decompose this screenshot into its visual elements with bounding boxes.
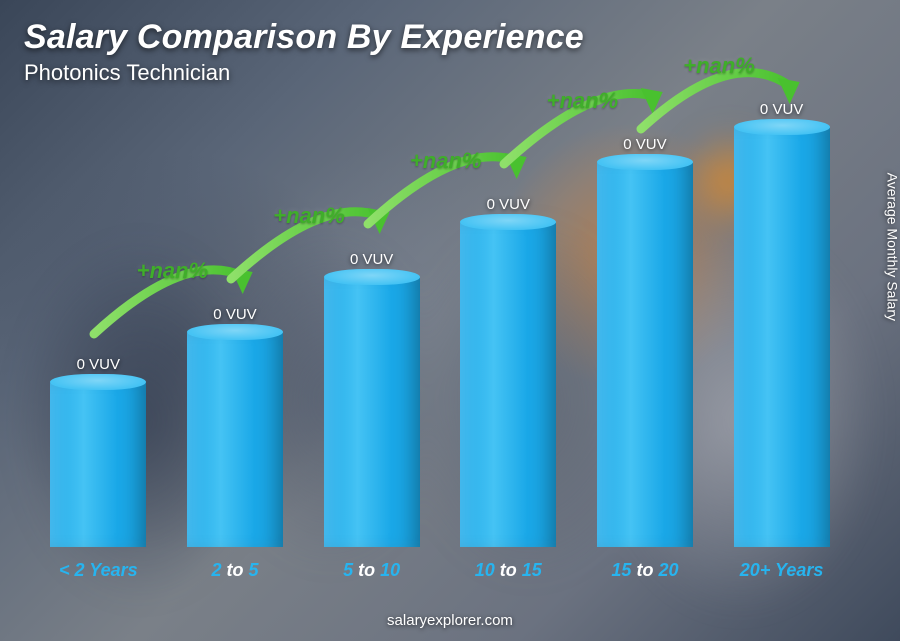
bar: 0 VUV — [460, 222, 556, 547]
bar-top-ellipse — [324, 269, 420, 285]
bar-top-ellipse — [460, 214, 556, 230]
bar-top-ellipse — [734, 119, 830, 135]
x-axis: < 2 Years2 to 55 to 1010 to 1515 to 2020… — [30, 560, 850, 581]
bar-value-label: 0 VUV — [77, 356, 120, 373]
x-axis-label: 5 to 10 — [304, 560, 440, 581]
footer-credit: salaryexplorer.com — [0, 612, 900, 629]
bar: 0 VUV — [187, 332, 283, 547]
bar-value-label: 0 VUV — [760, 101, 803, 118]
bar-slot: 0 VUV — [577, 162, 713, 547]
bar-slot: 0 VUV — [714, 127, 850, 547]
chart-card: Salary Comparison By Experience Photonic… — [0, 0, 900, 641]
bar: 0 VUV — [50, 382, 146, 547]
bar: 0 VUV — [734, 127, 830, 547]
bar-slot: 0 VUV — [167, 332, 303, 547]
bar-top-ellipse — [187, 324, 283, 340]
chart-title: Salary Comparison By Experience — [24, 18, 584, 57]
bar-value-label: 0 VUV — [350, 251, 393, 268]
bar-value-label: 0 VUV — [213, 306, 256, 323]
x-axis-label: < 2 Years — [30, 560, 166, 581]
chart-subtitle: Photonics Technician — [24, 60, 230, 86]
chart-area: 0 VUV0 VUV0 VUV0 VUV0 VUV0 VUV +nan%+nan… — [30, 100, 850, 581]
bar-value-label: 0 VUV — [623, 136, 666, 153]
x-axis-label: 2 to 5 — [167, 560, 303, 581]
bar: 0 VUV — [597, 162, 693, 547]
bar-slot: 0 VUV — [304, 277, 440, 547]
bar-top-ellipse — [597, 154, 693, 170]
bar-slot: 0 VUV — [30, 382, 166, 547]
y-axis-label: Average Monthly Salary — [884, 172, 900, 320]
x-axis-label: 15 to 20 — [577, 560, 713, 581]
bars-container: 0 VUV 0 VUV 0 VUV 0 VUV 0 VUV 0 VUV — [30, 107, 850, 547]
x-axis-label: 20+ Years — [714, 560, 850, 581]
bar-top-ellipse — [50, 374, 146, 390]
bar-slot: 0 VUV — [440, 222, 576, 547]
bar-value-label: 0 VUV — [487, 196, 530, 213]
x-axis-label: 10 to 15 — [440, 560, 576, 581]
bar: 0 VUV — [324, 277, 420, 547]
